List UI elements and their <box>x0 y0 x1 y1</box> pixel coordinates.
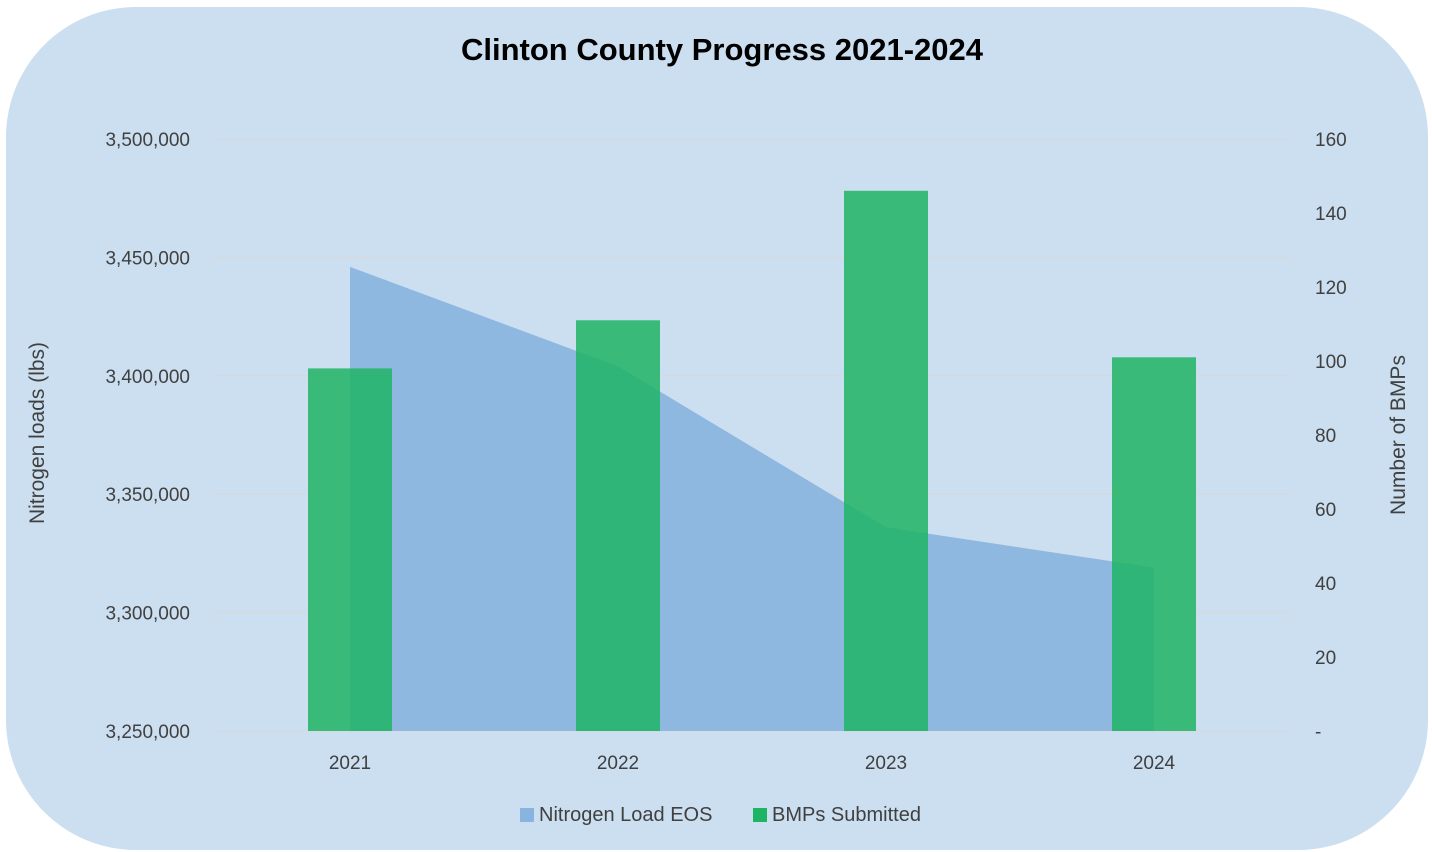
left-axis-title: Nitrogen loads (lbs) <box>26 342 49 524</box>
bmp-bar <box>1112 357 1196 731</box>
legend-label: BMPs Submitted <box>772 804 921 826</box>
bar-series <box>308 190 1196 732</box>
legend: Nitrogen Load EOS BMPs Submitted <box>520 804 921 826</box>
right-tick-label: 40 <box>1315 574 1336 595</box>
right-tick-label: 140 <box>1315 204 1347 225</box>
area-series <box>350 266 1154 731</box>
right-tick-label: 60 <box>1315 500 1336 521</box>
bmp-bar <box>844 190 928 732</box>
left-tick-label: 3,300,000 <box>105 604 190 625</box>
x-tick-label: 2024 <box>1133 753 1176 774</box>
right-tick-label: 20 <box>1315 648 1336 669</box>
chart-title: Clinton County Progress 2021-2024 <box>461 32 984 67</box>
legend-label: Nitrogen Load EOS <box>539 804 712 826</box>
bmp-bar <box>576 320 660 731</box>
right-tick-label: 80 <box>1315 426 1336 447</box>
left-tick-label: 3,400,000 <box>105 367 190 388</box>
left-tick-label: 3,350,000 <box>105 485 190 506</box>
left-tick-label: 3,450,000 <box>105 248 190 269</box>
bmp-bar <box>308 368 392 731</box>
x-tick-label: 2023 <box>865 753 907 774</box>
right-tick-label: 160 <box>1315 130 1347 151</box>
legend-swatch <box>520 808 534 822</box>
left-tick-label: 3,500,000 <box>105 130 190 151</box>
legend-swatch <box>753 808 767 822</box>
x-axis-ticks: 2021 2022 2023 2024 <box>329 753 1176 774</box>
x-tick-label: 2022 <box>597 753 639 774</box>
right-axis-ticks: - 20 40 60 80 100 120 140 160 <box>1315 130 1347 743</box>
x-tick-label: 2021 <box>329 753 371 774</box>
right-tick-label: 100 <box>1315 352 1347 373</box>
right-axis-title: Number of BMPs <box>1387 355 1410 515</box>
nitrogen-load-area <box>350 266 1154 731</box>
left-tick-label: 3,250,000 <box>105 722 190 743</box>
right-tick-label: 120 <box>1315 278 1347 299</box>
left-axis-ticks: 3,250,000 3,300,000 3,350,000 3,400,000 3,45… <box>105 130 190 743</box>
right-tick-label: - <box>1315 722 1321 743</box>
